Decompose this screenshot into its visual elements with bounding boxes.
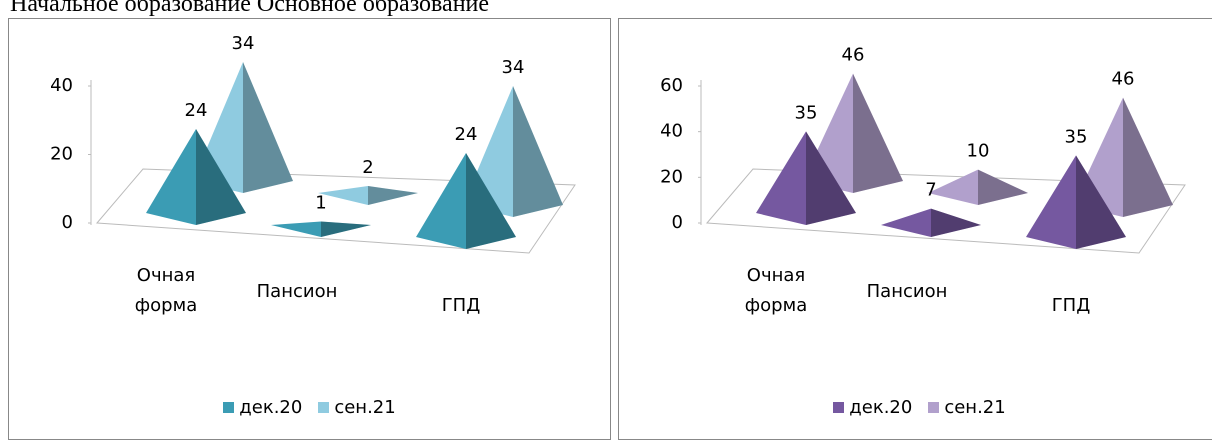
- pyramid: [463, 86, 563, 217]
- x-tick-label: Очная форма: [134, 265, 198, 316]
- pyramid-shade: [806, 131, 856, 225]
- data-label: 1: [315, 193, 326, 214]
- pyramid: [318, 186, 418, 205]
- data-label: 34: [502, 57, 525, 78]
- pyramid-face: [756, 131, 806, 225]
- pyramid-face: [271, 221, 321, 237]
- pyramid-face: [466, 153, 516, 249]
- pyramid-shade: [196, 129, 246, 225]
- data-label: 46: [842, 45, 865, 66]
- pyramid-face: [243, 62, 293, 193]
- y-tick-label: 20: [50, 144, 73, 165]
- pyramid-face: [853, 73, 903, 193]
- pyramid: [1026, 155, 1126, 249]
- legend-item: сен.21: [318, 397, 396, 418]
- pyramid-shade: [513, 86, 563, 217]
- y-tick-label: 0: [672, 212, 683, 233]
- data-label: 35: [795, 102, 818, 123]
- legend-item: сен.21: [928, 397, 1006, 418]
- data-label: 7: [925, 180, 936, 201]
- legend-item: дек.20: [833, 397, 912, 418]
- pyramid-shade: [931, 208, 981, 237]
- pyramid: [193, 62, 293, 193]
- pyramid-face: [931, 208, 981, 237]
- legend-swatch: [318, 402, 330, 413]
- data-label: 24: [185, 100, 208, 121]
- pyramid: [416, 153, 516, 249]
- legend-swatch: [223, 402, 235, 413]
- data-label: 10: [967, 141, 990, 162]
- pyramid-face: [1123, 97, 1173, 217]
- pyramid-face: [513, 86, 563, 217]
- pyramid-face: [318, 186, 368, 205]
- legend-swatch: [928, 402, 940, 413]
- legend-label: сен.21: [334, 397, 396, 418]
- x-tick-label: ГПД: [441, 295, 481, 316]
- legend: дек.20 сен.21: [619, 397, 1212, 418]
- x-tick-label: Пансион: [256, 281, 338, 302]
- pyramid-face: [881, 208, 931, 237]
- pyramid-shade: [978, 169, 1028, 205]
- legend: дек.20 сен.21: [9, 397, 610, 418]
- pyramid-face: [1026, 155, 1076, 249]
- pyramid: [928, 169, 1028, 205]
- pyramid-face: [928, 169, 978, 205]
- pyramid-face: [321, 221, 371, 237]
- pyramid-face: [196, 129, 246, 225]
- data-label: 34: [232, 33, 255, 54]
- legend-item: дек.20: [223, 397, 302, 418]
- pyramid-face: [368, 186, 418, 205]
- legend-label: сен.21: [944, 397, 1006, 418]
- data-label: 46: [1112, 69, 1135, 90]
- y-tick-label: 60: [660, 75, 683, 96]
- chart: 0 20 40 60 46 10 46 35 7 35 Очная форма Пансион ГПД д…: [618, 18, 1212, 440]
- y-tick-label: 40: [50, 75, 73, 96]
- pyramid-shade: [853, 73, 903, 193]
- legend-swatch: [833, 402, 845, 413]
- y-tick-label: 20: [660, 166, 683, 187]
- pyramid-shade: [368, 186, 418, 205]
- plot: 0 20 40 34 2 34 24 1 24: [50, 33, 576, 254]
- legend-label: дек.20: [849, 397, 913, 418]
- plot: 0 20 40 60 46 10 46 35 7 35: [660, 45, 1186, 254]
- pyramid-face: [978, 169, 1028, 205]
- pyramid-shade: [466, 153, 516, 249]
- legend-label: дек.20: [239, 397, 303, 418]
- x-tick-label: Пансион: [866, 281, 948, 302]
- data-label: 2: [362, 157, 373, 178]
- pyramid-face: [416, 153, 466, 249]
- pyramid-shade: [243, 62, 293, 193]
- pyramid-face: [146, 129, 196, 225]
- data-label: 24: [455, 124, 478, 145]
- pyramid: [271, 221, 371, 237]
- x-tick-label: ГПД: [1051, 295, 1091, 316]
- pyramid: [146, 129, 246, 225]
- pyramid-face: [1076, 155, 1126, 249]
- pyramid-shade: [1076, 155, 1126, 249]
- pyramid-face: [806, 131, 856, 225]
- y-tick-label: 40: [660, 121, 683, 142]
- x-tick-label: Очная форма: [744, 265, 808, 316]
- pyramid: [756, 131, 856, 225]
- pyramid-shade: [1123, 97, 1173, 217]
- pyramid: [881, 208, 981, 237]
- pyramid-shade: [321, 221, 371, 237]
- chart: 0 20 40 34 2 34 24 1 24 Очная форма Пансион ГПД дек.…: [8, 18, 611, 440]
- heading: Начальное образование Основное образован…: [10, 0, 490, 17]
- y-tick-label: 0: [62, 212, 73, 233]
- data-label: 35: [1065, 126, 1088, 147]
